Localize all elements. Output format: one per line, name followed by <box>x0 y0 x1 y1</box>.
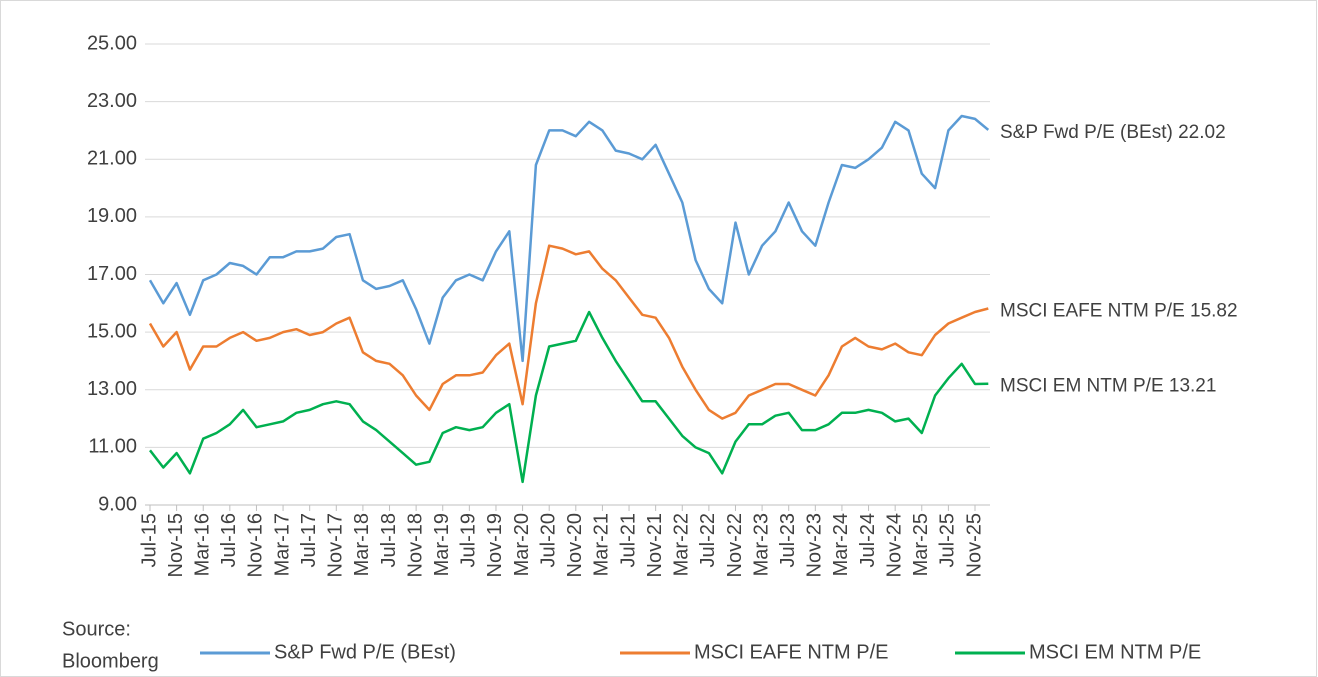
x-tick-label: Nov-22 <box>724 513 746 577</box>
y-tick-label: 17.00 <box>87 263 137 285</box>
legend-label: S&P Fwd P/E (BEst) <box>274 641 456 663</box>
x-tick-label: Mar-22 <box>671 513 693 576</box>
x-tick-label: Mar-21 <box>591 513 613 576</box>
x-tick-label: Mar-17 <box>271 513 293 576</box>
x-tick-label: Nov-25 <box>963 513 985 577</box>
annotation: MSCI EM NTM P/E 13.21 <box>1000 376 1216 397</box>
x-tick-label: Mar-16 <box>192 513 214 576</box>
x-tick-label: Nov-21 <box>644 513 666 577</box>
y-tick-label: 19.00 <box>87 205 137 227</box>
x-tick-label: Nov-15 <box>165 513 187 577</box>
y-tick-label: 15.00 <box>87 320 137 342</box>
y-tick-label: 23.00 <box>87 90 137 112</box>
x-tick-label: Nov-16 <box>245 513 267 577</box>
series-line <box>149 310 989 484</box>
annotation: MSCI EAFE NTM P/E 15.82 <box>1000 301 1238 322</box>
x-tick-label: Jul-19 <box>458 513 480 567</box>
legend-label: MSCI EM NTM P/E <box>1029 641 1201 663</box>
x-tick-label: Jul-20 <box>537 513 559 567</box>
source: Source: <box>62 618 131 640</box>
series-line <box>148 114 990 363</box>
annotation: S&P Fwd P/E (BEst) 22.02 <box>1000 122 1226 143</box>
x-tick-label: Nov-20 <box>564 513 586 577</box>
x-tick-label: Jul-18 <box>378 513 400 567</box>
x-tick-label: Nov-24 <box>883 513 905 577</box>
x-tick-label: Jul-22 <box>697 513 719 567</box>
x-tick-label: Jul-23 <box>777 513 799 567</box>
y-tick-label: 13.00 <box>87 378 137 400</box>
x-tick-label: Jul-15 <box>138 513 160 567</box>
x-tick-label: Jul-16 <box>218 513 240 567</box>
y-tick-label: 11.00 <box>88 436 137 458</box>
y-tick-label: 9.00 <box>98 493 137 515</box>
x-tick-label: Mar-18 <box>351 513 373 576</box>
x-tick-label: Jul-17 <box>298 513 320 567</box>
x-tick-label: Jul-24 <box>857 513 879 567</box>
series-line <box>148 244 989 420</box>
x-tick-label: Mar-20 <box>511 513 533 576</box>
y-tick-label: 21.00 <box>87 148 137 170</box>
x-tick-label: Jul-25 <box>937 513 959 567</box>
legend-label: MSCI EAFE NTM P/E <box>694 641 888 663</box>
x-tick-label: Mar-25 <box>910 513 932 576</box>
x-tick-label: Jul-21 <box>617 513 639 567</box>
x-tick-label: Nov-19 <box>484 513 506 577</box>
x-tick-label: Mar-19 <box>431 513 453 576</box>
x-tick-label: Nov-17 <box>325 513 347 577</box>
y-tick-label: 25.00 <box>87 32 137 54</box>
x-tick-label: Nov-23 <box>804 513 826 577</box>
x-tick-label: Mar-23 <box>750 513 772 576</box>
x-tick-label: Mar-24 <box>830 513 852 576</box>
source: Bloomberg <box>62 650 159 672</box>
x-tick-label: Nov-18 <box>404 513 426 577</box>
